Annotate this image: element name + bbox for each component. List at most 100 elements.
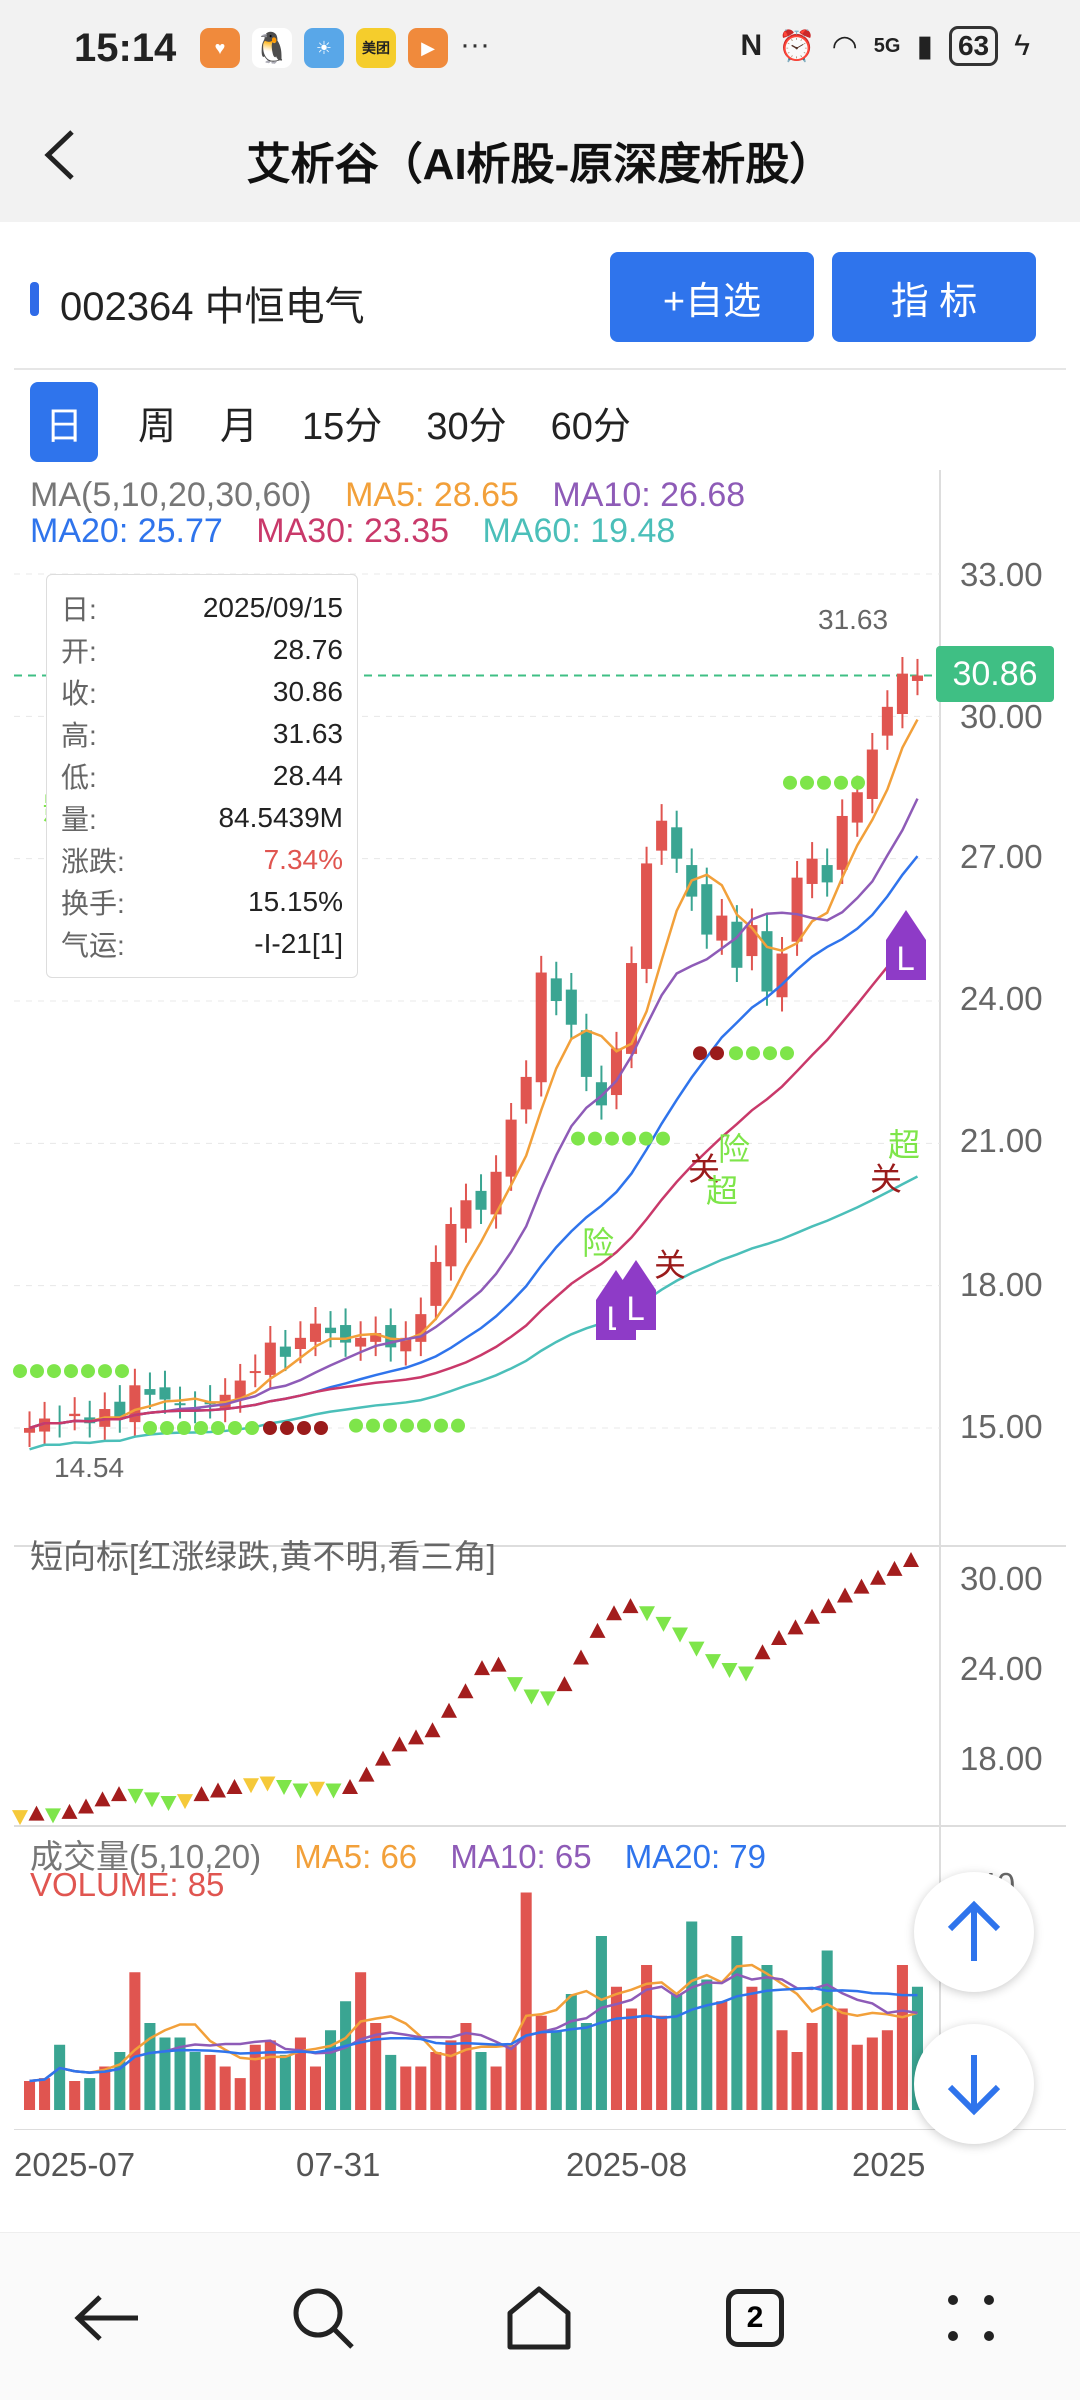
tooltip-label: 低:	[61, 762, 97, 793]
network-label: 5G	[873, 34, 901, 57]
volume-bar	[39, 2078, 51, 2110]
candle-body	[264, 1342, 276, 1375]
volume-bar	[325, 2030, 337, 2110]
trend-triangle	[886, 1560, 903, 1576]
alarm-icon: ⏰	[778, 29, 816, 63]
indicator-tick: 24.00	[960, 1650, 1043, 1687]
tooltip-value: 28.76	[272, 634, 343, 665]
signal-dot	[710, 1046, 724, 1061]
trend-triangle	[226, 1778, 243, 1794]
signal-dot	[851, 775, 865, 790]
price-tick: 18.00	[960, 1266, 1043, 1303]
ma10-value: MA10: 26.68	[552, 476, 746, 514]
trend-triangle	[193, 1786, 210, 1802]
tab-week[interactable]: 周	[138, 405, 177, 448]
tab-60min[interactable]: 60分	[550, 405, 631, 448]
volume-bar	[279, 2054, 291, 2110]
back-button[interactable]	[34, 120, 104, 190]
tab-month[interactable]: 月	[220, 405, 259, 448]
candle-body	[159, 1387, 171, 1400]
signal-dot	[194, 1421, 208, 1435]
stock-info-row: 002364 中恒电气 +自选 指 标	[0, 222, 1080, 366]
candle-body	[716, 915, 728, 941]
xian-signal-label: 险	[718, 1130, 750, 1168]
candle-body	[249, 1371, 261, 1374]
signal-dot	[280, 1421, 294, 1435]
tooltip-label: 涨跌:	[61, 846, 125, 877]
candle-body	[370, 1333, 382, 1342]
scroll-down-button[interactable]	[914, 2024, 1034, 2144]
candle-body	[806, 858, 818, 884]
nav-tabs-button[interactable]: 2	[710, 2273, 800, 2363]
signal-dot	[143, 1421, 157, 1435]
candle-body	[881, 706, 893, 736]
vol-ma10-line	[29, 1973, 918, 2083]
signal-dot	[800, 775, 814, 790]
charging-icon: ϟ	[1014, 29, 1030, 62]
date-tick: 07-31	[296, 2146, 381, 2183]
signal-dot	[451, 1418, 465, 1433]
tab-15min[interactable]: 15分	[302, 405, 383, 448]
tooltip-row: 量: 84.5439M	[61, 797, 343, 839]
nav-search-button[interactable]	[278, 2273, 368, 2363]
signal-dot	[297, 1421, 311, 1435]
tab-day[interactable]: 日	[30, 382, 98, 462]
signal-dot	[571, 1131, 585, 1146]
kline-chart[interactable]: 影影险险关关关超超LLL	[0, 470, 1080, 2130]
tooltip-label: 开:	[61, 636, 97, 667]
volume-bar	[340, 2001, 352, 2110]
tooltip-label: 气运:	[61, 930, 125, 961]
tooltip-row: 收: 30.86	[61, 671, 343, 713]
candle-body	[671, 827, 683, 859]
ma-legend-row1: MA(5,10,20,30,60) MA5: 28.65 MA10: 26.68	[30, 476, 769, 515]
trend-triangle	[589, 1622, 606, 1638]
volume-bar	[475, 2052, 487, 2110]
ma5-line	[29, 718, 919, 1430]
tab-30min[interactable]: 30分	[426, 405, 507, 448]
nfc-icon: N	[740, 29, 763, 62]
candle-body	[279, 1346, 291, 1357]
volume-bar	[791, 2052, 803, 2110]
notification-icons: ♥ 🐧 ☀ 美团 ▶ ···	[200, 28, 490, 68]
app-header: 艾析谷（AI析股-原深度析股）	[0, 90, 1080, 222]
date-tick: 2025-08	[566, 2146, 688, 2183]
ma60-line	[29, 1175, 919, 1451]
volume-bar	[460, 2023, 472, 2110]
ma-legend-row2: MA20: 25.77 MA30: 23.35 MA60: 19.48	[30, 512, 699, 551]
tooltip-value: 30.86	[272, 676, 343, 707]
candle-body	[821, 865, 833, 883]
volume-bar	[550, 2030, 562, 2110]
nav-back-button[interactable]	[62, 2273, 152, 2363]
volume-bar	[686, 1921, 698, 2110]
period-tabs: 日 周 月 15分 30分 60分	[30, 382, 675, 462]
stock-name: 002364 中恒电气	[60, 285, 365, 329]
indicator-tick: 18.00	[960, 1740, 1043, 1777]
guan-signal-label: 关	[688, 1150, 720, 1188]
signal-dot	[656, 1131, 670, 1146]
page-title: 艾析谷（AI析股-原深度析股）	[246, 140, 834, 189]
volume-bar	[490, 2066, 502, 2110]
indicator-button[interactable]: 指 标	[832, 252, 1036, 342]
candle-body	[325, 1327, 337, 1334]
candle-body	[144, 1389, 156, 1395]
add-watchlist-button[interactable]: +自选	[610, 252, 814, 342]
trend-triangle	[804, 1608, 820, 1624]
nav-menu-button[interactable]	[926, 2273, 1016, 2363]
trend-triangle	[721, 1662, 738, 1678]
signal-dot	[817, 775, 831, 790]
tooltip-row: 换手: 15.15%	[61, 881, 343, 923]
vol-ma20-value: MA20: 79	[624, 1838, 767, 1875]
price-tick: 27.00	[960, 838, 1043, 875]
nav-home-button[interactable]	[494, 2273, 584, 2363]
signal-dot	[314, 1421, 328, 1435]
trend-triangle	[45, 1808, 61, 1824]
chao-signal-label: 超	[706, 1172, 738, 1210]
trend-triangle	[78, 1798, 94, 1814]
tooltip-value: 31.63	[272, 718, 343, 749]
candle-body	[641, 863, 653, 969]
candle-body	[129, 1385, 141, 1423]
trend-triangle	[705, 1654, 721, 1670]
scroll-up-button[interactable]	[914, 1872, 1034, 1992]
signal-dot	[98, 1364, 112, 1379]
trend-triangle	[358, 1766, 375, 1782]
